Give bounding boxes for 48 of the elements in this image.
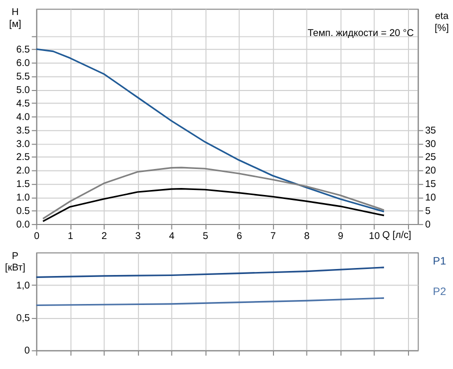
y-tick-label: 3.0	[16, 138, 30, 150]
y-tick-label: 6.0	[16, 58, 30, 70]
y-tick-label: 3.5	[16, 125, 30, 136]
y-tick-label: 0.0	[16, 219, 30, 230]
y-tick-label: 6.5	[16, 44, 30, 56]
line-series	[36, 266, 385, 278]
y-tick-label: 1,0	[16, 280, 30, 292]
x-tick-label: 1	[68, 231, 74, 242]
text: P1	[432, 255, 446, 268]
y2-tick-label: 15	[425, 179, 437, 190]
x-tick-label: 5	[202, 231, 209, 242]
text: P2	[432, 286, 446, 298]
x-tick-label: 4	[169, 231, 176, 242]
annotation: Темп. жидкости = 20 °C	[308, 28, 414, 40]
y2-tick-label: 35	[425, 125, 437, 136]
x-tick-label: 7	[270, 231, 276, 242]
y-axis-title: P [кВт]	[4, 250, 26, 274]
y-tick-label: 1.0	[16, 192, 30, 204]
x-tick-label: 8	[304, 231, 310, 242]
line-series	[42, 166, 385, 220]
y-tick-label: 0.5	[16, 206, 30, 218]
x-tick-label: 9	[338, 231, 344, 242]
y2-tick-label: 25	[425, 152, 437, 164]
x-tick-label: 6	[236, 231, 242, 242]
y-tick-label: 2.5	[16, 152, 30, 164]
y-axis-title: H [м]	[9, 7, 22, 30]
y-tick-label: 0	[24, 346, 30, 357]
y-tick-label: 4.0	[16, 112, 30, 123]
x-tick-label: 3	[135, 231, 141, 242]
line-series	[36, 48, 385, 212]
line-series	[36, 297, 385, 306]
x-axis-title: Q [л/с]	[382, 230, 412, 242]
x-tick-label: 10	[368, 231, 380, 242]
y-tick-label: 5.5	[16, 71, 30, 82]
y-tick-label: 2.0	[16, 166, 30, 177]
y2-tick-label: 5	[425, 206, 432, 218]
y2-tick-label: 20	[425, 166, 437, 177]
x-tick-label: 0	[34, 231, 40, 242]
y2-tick-label: 10	[425, 192, 437, 204]
y-tick-label: 1.5	[16, 179, 30, 190]
x-tick-label: 2	[102, 231, 107, 242]
y-tick-label: 4.5	[16, 98, 30, 110]
y-tick-label: 0,5	[16, 313, 30, 324]
line-series	[42, 188, 385, 222]
y-tick-label: 5.0	[16, 84, 30, 96]
y2-tick-label: 0	[425, 219, 432, 230]
y2-tick-label: 30	[425, 138, 437, 150]
y2-axis-title: eta [%]	[434, 11, 450, 34]
